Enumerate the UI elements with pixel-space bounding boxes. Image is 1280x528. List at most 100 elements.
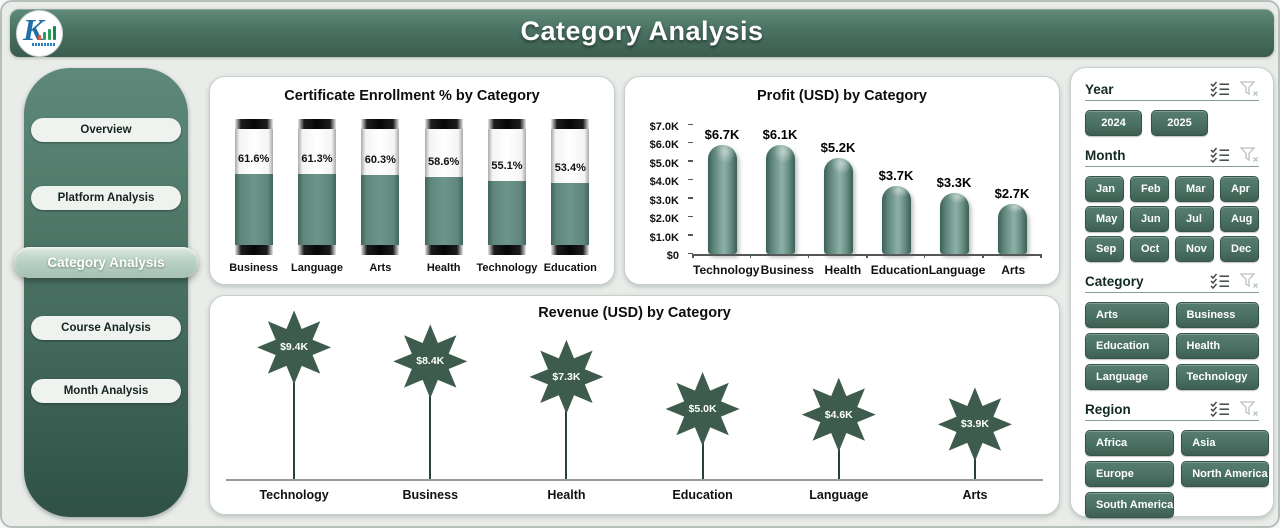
thermo-bar[interactable]: 61.6% <box>234 119 273 255</box>
filter-option-jul[interactable]: Jul <box>1175 206 1214 232</box>
revenue-star-marker[interactable]: $8.4K <box>393 324 468 399</box>
profit-column: $6.7K <box>693 127 751 254</box>
revenue-column: $9.4K <box>226 296 362 479</box>
revenue-star-marker[interactable]: $4.6K <box>801 377 876 452</box>
clear-filter-icon[interactable] <box>1240 81 1259 97</box>
thermo-fill <box>424 177 463 245</box>
filter-option-north-america[interactable]: North America <box>1181 461 1269 487</box>
filter-option-aug[interactable]: Aug <box>1220 206 1259 232</box>
revenue-column: $7.3K <box>498 296 634 479</box>
filter-option-education[interactable]: Education <box>1085 333 1169 359</box>
filter-option-2024[interactable]: 2024 <box>1085 110 1142 136</box>
multi-select-icon[interactable] <box>1210 147 1230 163</box>
thermo-bar[interactable]: 53.4% <box>551 119 590 255</box>
thermo-value-label: 61.6% <box>238 152 270 165</box>
revenue-star-marker[interactable]: $9.4K <box>257 310 332 385</box>
profit-plot: $6.7K $6.1K $5.2K $3.7K $3.3K $2.7K <box>688 123 1042 258</box>
thermo-bar[interactable]: 58.6% <box>424 119 463 255</box>
profit-bar[interactable] <box>823 158 853 254</box>
panel-enrollment: Certificate Enrollment % by Category 61.… <box>209 76 615 285</box>
profit-bar[interactable] <box>939 193 969 254</box>
profit-bar[interactable] <box>765 145 795 254</box>
thermo-fill <box>234 173 273 245</box>
filter-option-apr[interactable]: Apr <box>1220 176 1259 202</box>
thermo-tube: 60.3% <box>361 129 400 245</box>
multi-select-icon[interactable] <box>1210 273 1230 289</box>
revenue-star-marker[interactable]: $7.3K <box>529 339 604 414</box>
profit-chart-title: Profit (USD) by Category <box>757 88 927 104</box>
filter-section-header: Year <box>1085 80 1259 98</box>
revenue-category-label: Language <box>809 488 869 502</box>
profit-bar[interactable] <box>881 185 911 254</box>
profit-value-label: $5.2K <box>820 140 856 156</box>
filter-option-arts[interactable]: Arts <box>1085 302 1169 328</box>
sidebar-item-category-analysis[interactable]: Category Analysis <box>14 247 198 278</box>
enrollment-column: 55.1% Technology <box>475 119 538 274</box>
clear-filter-icon[interactable] <box>1240 401 1259 417</box>
logo: K <box>16 10 63 57</box>
profit-category-label: Health <box>824 263 862 277</box>
y-tick-label: $5.0K <box>649 157 679 170</box>
filter-option-language[interactable]: Language <box>1085 364 1169 390</box>
filter-option-south-america[interactable]: South America <box>1085 492 1175 518</box>
revenue-stem <box>565 376 568 479</box>
filter-option-jun[interactable]: Jun <box>1130 206 1169 232</box>
x-tick-mark <box>866 254 868 258</box>
filter-option-may[interactable]: May <box>1085 206 1124 232</box>
filter-option-sep[interactable]: Sep <box>1085 236 1124 262</box>
profit-bar[interactable] <box>707 145 737 254</box>
thermo-category-label: Education <box>543 262 597 274</box>
profit-bar[interactable] <box>997 204 1027 254</box>
enrollment-column: 53.4% Education <box>539 119 602 274</box>
thermo-top-cap-icon <box>234 119 273 129</box>
y-tick-mark <box>688 234 693 236</box>
revenue-star-marker[interactable]: $5.0K <box>665 372 740 446</box>
sidebar-item-course-analysis[interactable]: Course Analysis <box>31 316 181 340</box>
filter-option-oct[interactable]: Oct <box>1130 236 1169 262</box>
filter-options-category: Arts Business Education Health Language Techn… <box>1085 302 1259 390</box>
y-tick-label: $0 <box>666 250 679 262</box>
filter-section-header: Month <box>1085 146 1259 164</box>
thermo-bar[interactable]: 60.3% <box>361 119 400 255</box>
filter-option-technology[interactable]: Technology <box>1175 364 1259 390</box>
filter-section-year: Year 2024 2025 <box>1085 80 1259 136</box>
filter-option-jan[interactable]: Jan <box>1085 176 1124 202</box>
filter-section-title: Year <box>1085 81 1114 97</box>
filter-option-business[interactable]: Business <box>1175 302 1259 328</box>
revenue-star-marker[interactable]: $3.9K <box>937 387 1012 462</box>
filter-option-mar[interactable]: Mar <box>1175 176 1214 202</box>
filter-option-health[interactable]: Health <box>1175 333 1259 359</box>
thermo-category-label: Health <box>426 262 461 274</box>
clear-filter-icon[interactable] <box>1240 147 1259 163</box>
filter-option-nov[interactable]: Nov <box>1175 236 1214 262</box>
filter-option-europe[interactable]: Europe <box>1085 461 1175 487</box>
filter-option-africa[interactable]: Africa <box>1085 430 1175 456</box>
revenue-x-axis: Technology Business Health Education Languag… <box>226 488 1043 502</box>
thermo-fill <box>551 183 590 245</box>
profit-column: $6.1K <box>751 127 809 254</box>
filter-option-asia[interactable]: Asia <box>1181 430 1269 456</box>
thermo-bar[interactable]: 61.3% <box>297 119 336 255</box>
x-tick-mark <box>923 254 926 258</box>
revenue-value-label: $4.6K <box>824 408 853 421</box>
thermo-tube: 58.6% <box>424 129 463 245</box>
filter-section-month: Month Jan Feb Mar Apr May Jun Jul Aug Sep Oct Nov De… <box>1085 146 1259 262</box>
filter-option-feb[interactable]: Feb <box>1130 176 1169 202</box>
sidebar-item-platform-analysis[interactable]: Platform Analysis <box>31 186 181 210</box>
thermo-bar[interactable]: 55.1% <box>487 119 526 255</box>
thermo-category-label: Technology <box>476 262 538 274</box>
multi-select-icon[interactable] <box>1210 81 1230 97</box>
revenue-value-label: $9.4K <box>280 341 309 354</box>
multi-select-icon[interactable] <box>1210 401 1230 417</box>
filter-option-dec[interactable]: Dec <box>1220 236 1259 262</box>
sidebar-item-overview[interactable]: Overview <box>31 118 181 142</box>
filter-option-2025[interactable]: 2025 <box>1151 110 1208 136</box>
revenue-value-label: $7.3K <box>552 370 581 383</box>
profit-x-axis: Technology Business Health Education Languag… <box>693 263 1041 277</box>
filter-section-header: Category <box>1085 272 1259 290</box>
sidebar-item-month-analysis[interactable]: Month Analysis <box>31 379 181 403</box>
enrollment-column: 58.6% Health <box>412 119 475 274</box>
clear-filter-icon[interactable] <box>1240 273 1259 289</box>
revenue-category-label: Technology <box>259 488 329 502</box>
page-header: Category Analysis <box>10 9 1274 57</box>
